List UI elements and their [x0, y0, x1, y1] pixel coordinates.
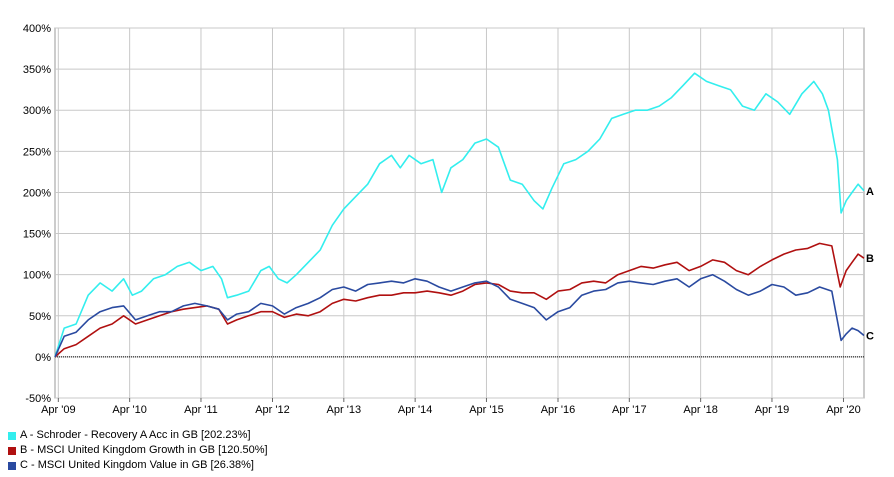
x-tick-label: Apr '20 [826, 404, 861, 416]
x-tick-label: Apr '14 [398, 404, 433, 416]
y-tick-label: 150% [23, 229, 51, 241]
y-tick-label: -50% [25, 393, 51, 405]
legend-label-b: B - MSCI United Kingdom Growth in GB [12… [20, 444, 268, 456]
y-tick-label: 200% [23, 187, 51, 199]
series-lines [54, 72, 865, 358]
y-tick-label: 300% [23, 105, 51, 117]
x-tick-label: Apr '19 [755, 404, 790, 416]
x-tick-label: Apr '11 [184, 404, 218, 416]
y-tick-label: 250% [23, 146, 51, 158]
legend-swatch-a [8, 431, 16, 440]
series-end-label-a: A [866, 186, 874, 198]
series-end-label-b: B [866, 253, 874, 265]
series-end-labels: A B C [866, 186, 874, 343]
plot-area: A B C [54, 27, 874, 399]
legend-label-c: C - MSCI United Kingdom Value in GB [26.… [20, 459, 254, 471]
series-line-c [54, 273, 865, 358]
x-tick-label: Apr '15 [469, 404, 504, 416]
x-tick-label: Apr '09 [41, 404, 76, 416]
x-tick-label: Apr '18 [683, 404, 718, 416]
legend-item-c: C - MSCI United Kingdom Value in GB [26.… [8, 458, 268, 473]
y-tick-label: 100% [23, 270, 51, 282]
legend-item-a: A - Schroder - Recovery A Acc in GB [202… [8, 428, 268, 443]
y-axis-tick-labels: -50% 0% 50% 100% 150% 200% 250% 300% 350% 400% [23, 23, 51, 405]
x-tick-label: Apr '17 [612, 404, 647, 416]
legend-swatch-c [8, 461, 16, 470]
x-axis-tick-labels: Apr '09 Apr '10 Apr '11 Apr '12 Apr '13 Apr '… [41, 398, 861, 416]
x-tick-label: Apr '16 [541, 404, 576, 416]
series-line-b [54, 242, 865, 358]
legend-item-b: B - MSCI United Kingdom Growth in GB [12… [8, 443, 268, 458]
legend: A - Schroder - Recovery A Acc in GB [202… [8, 428, 268, 473]
legend-label-a: A - Schroder - Recovery A Acc in GB [202… [20, 429, 251, 441]
legend-swatch-b [8, 446, 16, 455]
y-tick-label: 350% [23, 64, 51, 76]
plot-background [54, 27, 865, 399]
y-tick-label: 0% [35, 352, 51, 364]
x-tick-label: Apr '13 [327, 404, 362, 416]
x-tick-label: Apr '12 [255, 404, 290, 416]
line-chart: A B C -50% 0% 50% 100% 150% 200% 250% 300% 350% 400… [23, 23, 874, 416]
x-tick-label: Apr '10 [112, 404, 147, 416]
y-tick-label: 50% [29, 311, 51, 323]
y-tick-label: 400% [23, 23, 51, 35]
series-line-a [54, 72, 865, 358]
series-end-label-c: C [866, 331, 874, 343]
